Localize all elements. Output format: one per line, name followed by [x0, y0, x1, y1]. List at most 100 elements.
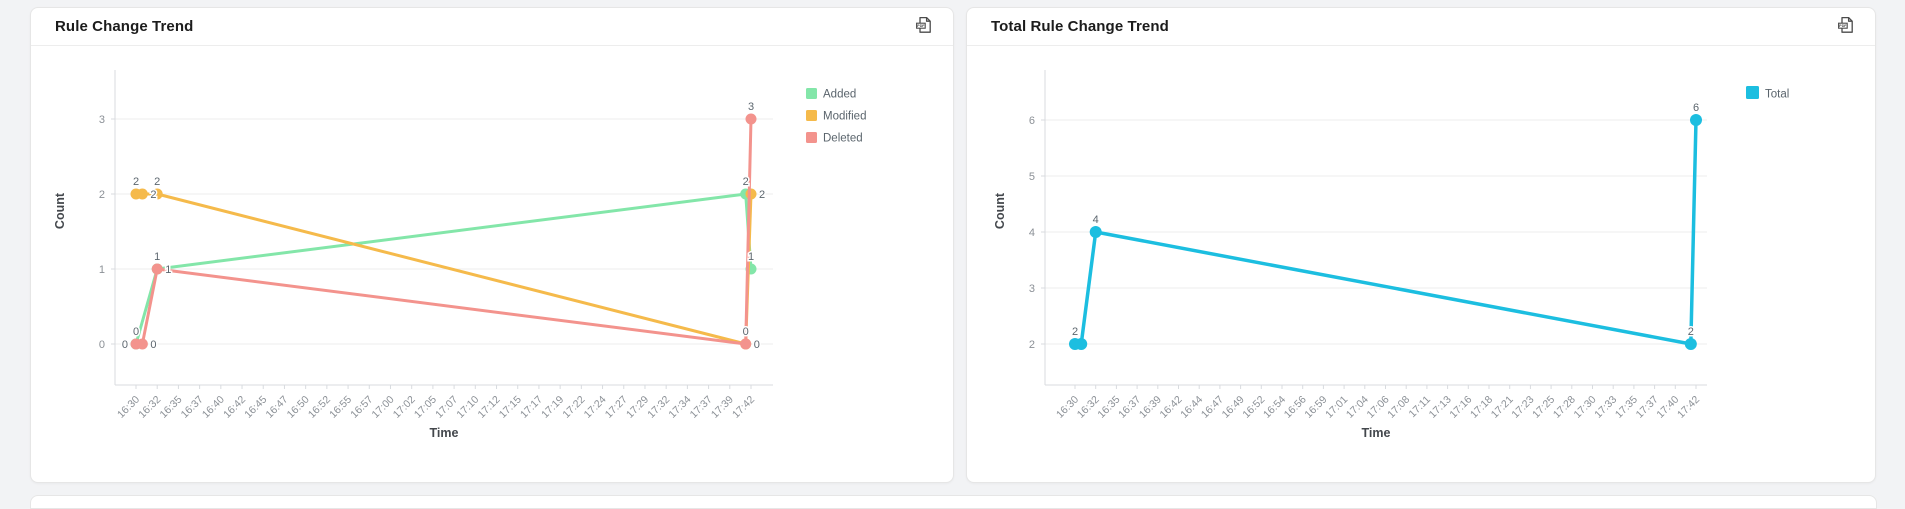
svg-text:17:30: 17:30: [1572, 394, 1599, 421]
data-point: [745, 188, 757, 200]
svg-text:6: 6: [1029, 115, 1035, 127]
svg-text:17:23: 17:23: [1509, 394, 1536, 421]
svg-text:17:05: 17:05: [412, 394, 439, 421]
svg-text:17:33: 17:33: [1592, 394, 1619, 421]
svg-text:16:32: 16:32: [1075, 394, 1102, 421]
svg-text:17:15: 17:15: [497, 394, 524, 421]
svg-text:17:40: 17:40: [1654, 394, 1681, 421]
svg-text:1: 1: [165, 264, 171, 276]
svg-text:6: 6: [1693, 102, 1699, 114]
svg-text:16:59: 16:59: [1302, 394, 1329, 421]
svg-text:PDF: PDF: [1839, 24, 1847, 28]
svg-text:17:12: 17:12: [476, 394, 503, 421]
data-point: [151, 188, 163, 200]
svg-text:17:18: 17:18: [1468, 394, 1495, 421]
svg-text:16:47: 16:47: [264, 394, 291, 421]
svg-text:17:37: 17:37: [1634, 394, 1661, 421]
data-point: [1684, 338, 1697, 350]
svg-text:17:42: 17:42: [1675, 394, 1702, 421]
data-point: [745, 113, 757, 125]
svg-text:16:50: 16:50: [285, 394, 312, 421]
series-deleted: [130, 113, 757, 350]
svg-text:0: 0: [754, 339, 760, 351]
panel-header: Total Rule Change Trend PDF: [967, 8, 1875, 46]
svg-text:16:52: 16:52: [1240, 394, 1267, 421]
svg-text:17:22: 17:22: [560, 394, 587, 421]
chart-canvas-total-rule-change-trend: 2 3 4 5 6 16:3016:3216:3516:3716:3916:4216:44…: [993, 70, 1789, 440]
svg-text:17:10: 17:10: [454, 394, 481, 421]
legend-item-deleted[interactable]: Deleted: [806, 132, 863, 145]
legend-item-added[interactable]: Added: [806, 88, 856, 101]
svg-text:16:35: 16:35: [1095, 394, 1122, 421]
svg-text:3: 3: [99, 114, 105, 126]
svg-text:16:37: 16:37: [1116, 394, 1143, 421]
svg-text:Modified: Modified: [823, 111, 866, 123]
svg-text:16:54: 16:54: [1261, 394, 1288, 421]
svg-text:16:57: 16:57: [348, 394, 375, 421]
svg-text:17:04: 17:04: [1344, 394, 1371, 421]
svg-text:2: 2: [743, 176, 749, 188]
svg-text:17:06: 17:06: [1365, 394, 1392, 421]
data-labels: 2 4 2 6: [1070, 101, 1700, 340]
svg-text:2: 2: [150, 189, 156, 201]
svg-text:PDF: PDF: [917, 24, 925, 28]
svg-text:16:49: 16:49: [1220, 394, 1247, 421]
legend: Added Modified Deleted: [806, 88, 866, 145]
svg-text:3: 3: [1029, 283, 1035, 295]
svg-text:1: 1: [154, 251, 160, 263]
y-axis-title: Count: [53, 192, 67, 229]
svg-text:16:47: 16:47: [1199, 394, 1226, 421]
svg-text:16:30: 16:30: [115, 394, 142, 421]
data-point: [1089, 226, 1102, 238]
svg-text:17:42: 17:42: [730, 394, 757, 421]
data-point: [151, 263, 163, 275]
svg-text:17:00: 17:00: [370, 394, 397, 421]
svg-text:17:01: 17:01: [1323, 394, 1350, 421]
x-axis: 16:3016:3216:3516:3716:3916:4216:4416:47…: [1045, 384, 1707, 421]
data-point: [136, 188, 148, 200]
svg-text:17:35: 17:35: [1613, 394, 1640, 421]
x-axis: 16:3016:3216:3516:3716:4016:4216:4516:47…: [115, 384, 773, 421]
svg-text:16:55: 16:55: [327, 394, 354, 421]
svg-text:0: 0: [133, 326, 139, 338]
data-point: [136, 338, 148, 350]
svg-text:17:02: 17:02: [391, 394, 418, 421]
svg-text:17:37: 17:37: [688, 394, 715, 421]
pdf-export-icon: PDF: [1836, 15, 1856, 38]
svg-text:2: 2: [99, 189, 105, 201]
svg-text:16:42: 16:42: [221, 394, 248, 421]
svg-text:17:13: 17:13: [1427, 394, 1454, 421]
svg-text:2: 2: [133, 176, 139, 188]
svg-text:Total: Total: [1765, 89, 1789, 101]
legend-item-total[interactable]: Total: [1746, 86, 1789, 101]
x-axis-title: Time: [430, 426, 459, 440]
svg-text:3: 3: [748, 101, 754, 113]
x-axis-title: Time: [1362, 426, 1391, 440]
svg-text:0: 0: [99, 339, 105, 351]
panel-rule-change-trend: Rule Change Trend PDF 0 1 2 3 16:30 16:32 16:3…: [30, 7, 954, 483]
svg-text:17:07: 17:07: [433, 394, 460, 421]
svg-text:17:25: 17:25: [1530, 394, 1557, 421]
svg-text:17:11: 17:11: [1407, 394, 1434, 421]
data-point: [740, 338, 752, 350]
svg-text:16:39: 16:39: [1137, 394, 1164, 421]
svg-text:Deleted: Deleted: [823, 133, 863, 145]
svg-text:17:16: 17:16: [1447, 394, 1474, 421]
data-point: [1075, 338, 1088, 350]
legend-item-modified[interactable]: Modified: [806, 110, 866, 123]
svg-text:16:45: 16:45: [242, 394, 269, 421]
svg-text:16:52: 16:52: [306, 394, 333, 421]
svg-text:17:34: 17:34: [666, 394, 693, 421]
svg-text:0: 0: [743, 326, 749, 338]
svg-text:16:35: 16:35: [157, 394, 184, 421]
svg-text:0: 0: [122, 339, 128, 351]
panel-total-rule-change-trend: Total Rule Change Trend PDF 2 3 4 5 6 16:30 16…: [966, 7, 1876, 483]
chart-canvas-rule-change-trend: 0 1 2 3 16:3016:3216:3516:3716:4016:4216:451…: [53, 70, 866, 440]
svg-text:4: 4: [1093, 214, 1099, 226]
y-axis: 0 1 2 3: [99, 70, 773, 385]
svg-text:2: 2: [1688, 326, 1694, 338]
pdf-export-button[interactable]: PDF: [1835, 16, 1857, 38]
svg-text:17:08: 17:08: [1385, 394, 1412, 421]
pdf-export-button[interactable]: PDF: [913, 16, 935, 38]
